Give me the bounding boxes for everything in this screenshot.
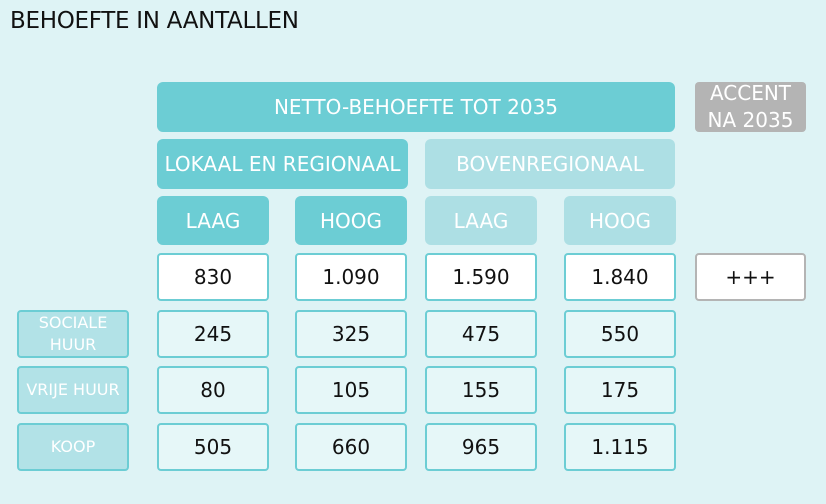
koop-boven-laag: 965 — [425, 423, 537, 471]
accent-header: ACCENT NA 2035 — [695, 81, 806, 132]
row-label-sociale-huur: SOCIALE HUUR — [17, 310, 129, 358]
col-header-boven-hoog: HOOG — [564, 196, 676, 245]
row-label-vrije-huur: VRIJE HUUR — [17, 366, 129, 414]
col-header-lokaal-laag: LAAG — [157, 196, 269, 245]
total-boven-hoog: 1.840 — [564, 253, 676, 301]
col-header-lokaal-hoog: HOOG — [295, 196, 407, 245]
netto-behoefte-header: NETTO-BEHOEFTE TOT 2035 — [157, 82, 675, 132]
row-label-koop: KOOP — [17, 423, 129, 471]
page-title: BEHOEFTE IN AANTALLEN — [10, 8, 299, 34]
col-header-boven-laag: LAAG — [425, 196, 537, 245]
sociale-huur-boven-laag: 475 — [425, 310, 537, 358]
row-label-line1: SOCIALE — [38, 313, 108, 332]
vrije-huur-lokaal-laag: 80 — [157, 366, 269, 414]
bovenregionaal-header: BOVENREGIONAAL — [425, 139, 675, 189]
koop-boven-hoog: 1.115 — [564, 423, 676, 471]
vrije-huur-lokaal-hoog: 105 — [295, 366, 407, 414]
total-boven-laag: 1.590 — [425, 253, 537, 301]
total-lokaal-hoog: 1.090 — [295, 253, 407, 301]
sociale-huur-boven-hoog: 550 — [564, 310, 676, 358]
sociale-huur-lokaal-laag: 245 — [157, 310, 269, 358]
vrije-huur-boven-laag: 155 — [425, 366, 537, 414]
koop-lokaal-hoog: 660 — [295, 423, 407, 471]
total-accent: +++ — [695, 253, 806, 301]
vrije-huur-boven-hoog: 175 — [564, 366, 676, 414]
row-label-line2: HUUR — [49, 335, 97, 354]
accent-header-line2: NA 2035 — [707, 108, 794, 132]
total-lokaal-laag: 830 — [157, 253, 269, 301]
sociale-huur-lokaal-hoog: 325 — [295, 310, 407, 358]
koop-lokaal-laag: 505 — [157, 423, 269, 471]
accent-header-line1: ACCENT — [709, 81, 792, 105]
lokaal-regionaal-header: LOKAAL EN REGIONAAL — [157, 139, 408, 189]
